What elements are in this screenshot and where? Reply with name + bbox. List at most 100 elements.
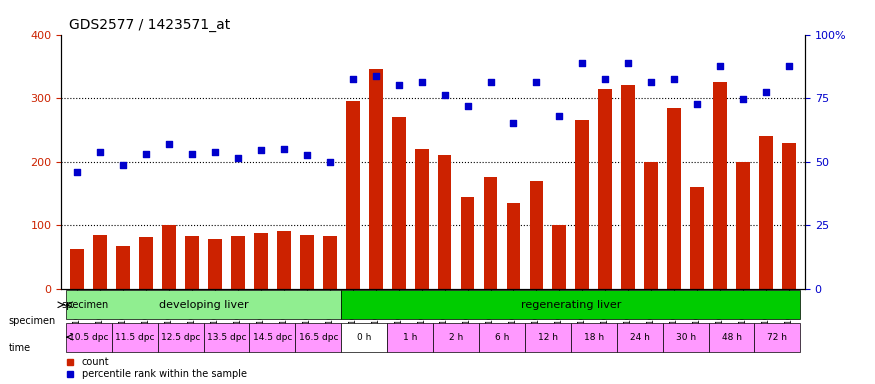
- Bar: [713, 82, 727, 289]
- Point: [346, 76, 360, 82]
- Bar: [392, 117, 406, 289]
- Point: [552, 113, 566, 119]
- Bar: [415, 149, 429, 289]
- FancyBboxPatch shape: [479, 323, 525, 352]
- Bar: [162, 225, 176, 289]
- Text: 16.5 dpc: 16.5 dpc: [298, 333, 338, 342]
- FancyBboxPatch shape: [158, 323, 204, 352]
- FancyBboxPatch shape: [525, 323, 570, 352]
- Point: [70, 169, 84, 175]
- Point: [94, 149, 108, 155]
- FancyBboxPatch shape: [66, 323, 112, 352]
- Text: 14.5 dpc: 14.5 dpc: [253, 333, 292, 342]
- Bar: [186, 236, 199, 289]
- Point: [116, 162, 130, 168]
- FancyBboxPatch shape: [709, 323, 754, 352]
- Text: 0 h: 0 h: [357, 333, 372, 342]
- Text: 13.5 dpc: 13.5 dpc: [206, 333, 246, 342]
- Text: 10.5 dpc: 10.5 dpc: [69, 333, 108, 342]
- FancyBboxPatch shape: [388, 323, 433, 352]
- Text: specimen: specimen: [62, 300, 109, 310]
- Point: [644, 79, 658, 85]
- Bar: [782, 142, 796, 289]
- Point: [782, 63, 796, 70]
- Text: 30 h: 30 h: [676, 333, 696, 342]
- FancyBboxPatch shape: [112, 323, 158, 352]
- Point: [300, 152, 314, 158]
- Point: [438, 92, 452, 98]
- Point: [231, 155, 245, 161]
- Point: [186, 151, 200, 157]
- Point: [460, 103, 474, 109]
- Bar: [94, 235, 107, 289]
- Text: 24 h: 24 h: [630, 333, 649, 342]
- Point: [598, 76, 612, 82]
- Bar: [254, 233, 268, 289]
- Text: specimen: specimen: [9, 316, 56, 326]
- Text: GDS2577 / 1423571_at: GDS2577 / 1423571_at: [69, 18, 230, 32]
- FancyBboxPatch shape: [341, 323, 388, 352]
- Point: [484, 79, 498, 85]
- Point: [139, 151, 153, 157]
- Bar: [231, 236, 245, 289]
- FancyBboxPatch shape: [662, 323, 709, 352]
- Bar: [507, 203, 521, 289]
- FancyBboxPatch shape: [341, 290, 801, 319]
- Bar: [484, 177, 497, 289]
- Text: 2 h: 2 h: [449, 333, 463, 342]
- FancyBboxPatch shape: [249, 323, 296, 352]
- Bar: [598, 89, 612, 289]
- Bar: [116, 246, 130, 289]
- Text: 12.5 dpc: 12.5 dpc: [161, 333, 200, 342]
- Bar: [690, 187, 704, 289]
- Bar: [621, 85, 635, 289]
- Point: [208, 149, 222, 155]
- Text: developing liver: developing liver: [158, 300, 248, 310]
- FancyBboxPatch shape: [617, 323, 662, 352]
- Bar: [760, 136, 773, 289]
- Bar: [529, 180, 543, 289]
- Bar: [736, 162, 750, 289]
- Text: 1 h: 1 h: [403, 333, 417, 342]
- FancyBboxPatch shape: [433, 323, 479, 352]
- Legend: count, percentile rank within the sample: count, percentile rank within the sample: [66, 357, 247, 379]
- Bar: [369, 70, 382, 289]
- Text: 11.5 dpc: 11.5 dpc: [115, 333, 155, 342]
- FancyBboxPatch shape: [204, 323, 249, 352]
- Bar: [277, 232, 290, 289]
- Text: time: time: [9, 343, 31, 353]
- Bar: [139, 237, 153, 289]
- Point: [254, 147, 268, 153]
- Bar: [438, 155, 452, 289]
- FancyBboxPatch shape: [754, 323, 801, 352]
- Text: 6 h: 6 h: [494, 333, 509, 342]
- Point: [323, 159, 337, 165]
- Point: [392, 82, 406, 88]
- FancyBboxPatch shape: [66, 290, 341, 319]
- Point: [576, 60, 590, 66]
- Text: 48 h: 48 h: [722, 333, 741, 342]
- Point: [276, 146, 290, 152]
- Text: 72 h: 72 h: [767, 333, 788, 342]
- Bar: [552, 225, 566, 289]
- Point: [529, 79, 543, 85]
- Bar: [208, 239, 222, 289]
- Bar: [300, 235, 314, 289]
- Bar: [323, 236, 337, 289]
- Point: [162, 141, 176, 147]
- FancyBboxPatch shape: [296, 323, 341, 352]
- Point: [736, 96, 750, 103]
- Point: [368, 73, 382, 79]
- Bar: [70, 249, 84, 289]
- Point: [507, 121, 521, 127]
- Text: regenerating liver: regenerating liver: [521, 300, 621, 310]
- FancyBboxPatch shape: [570, 323, 617, 352]
- Point: [690, 101, 704, 108]
- Bar: [460, 197, 474, 289]
- Bar: [346, 101, 360, 289]
- Text: 12 h: 12 h: [538, 333, 558, 342]
- Bar: [668, 108, 681, 289]
- Point: [759, 89, 773, 95]
- Text: 18 h: 18 h: [584, 333, 604, 342]
- Point: [667, 76, 681, 82]
